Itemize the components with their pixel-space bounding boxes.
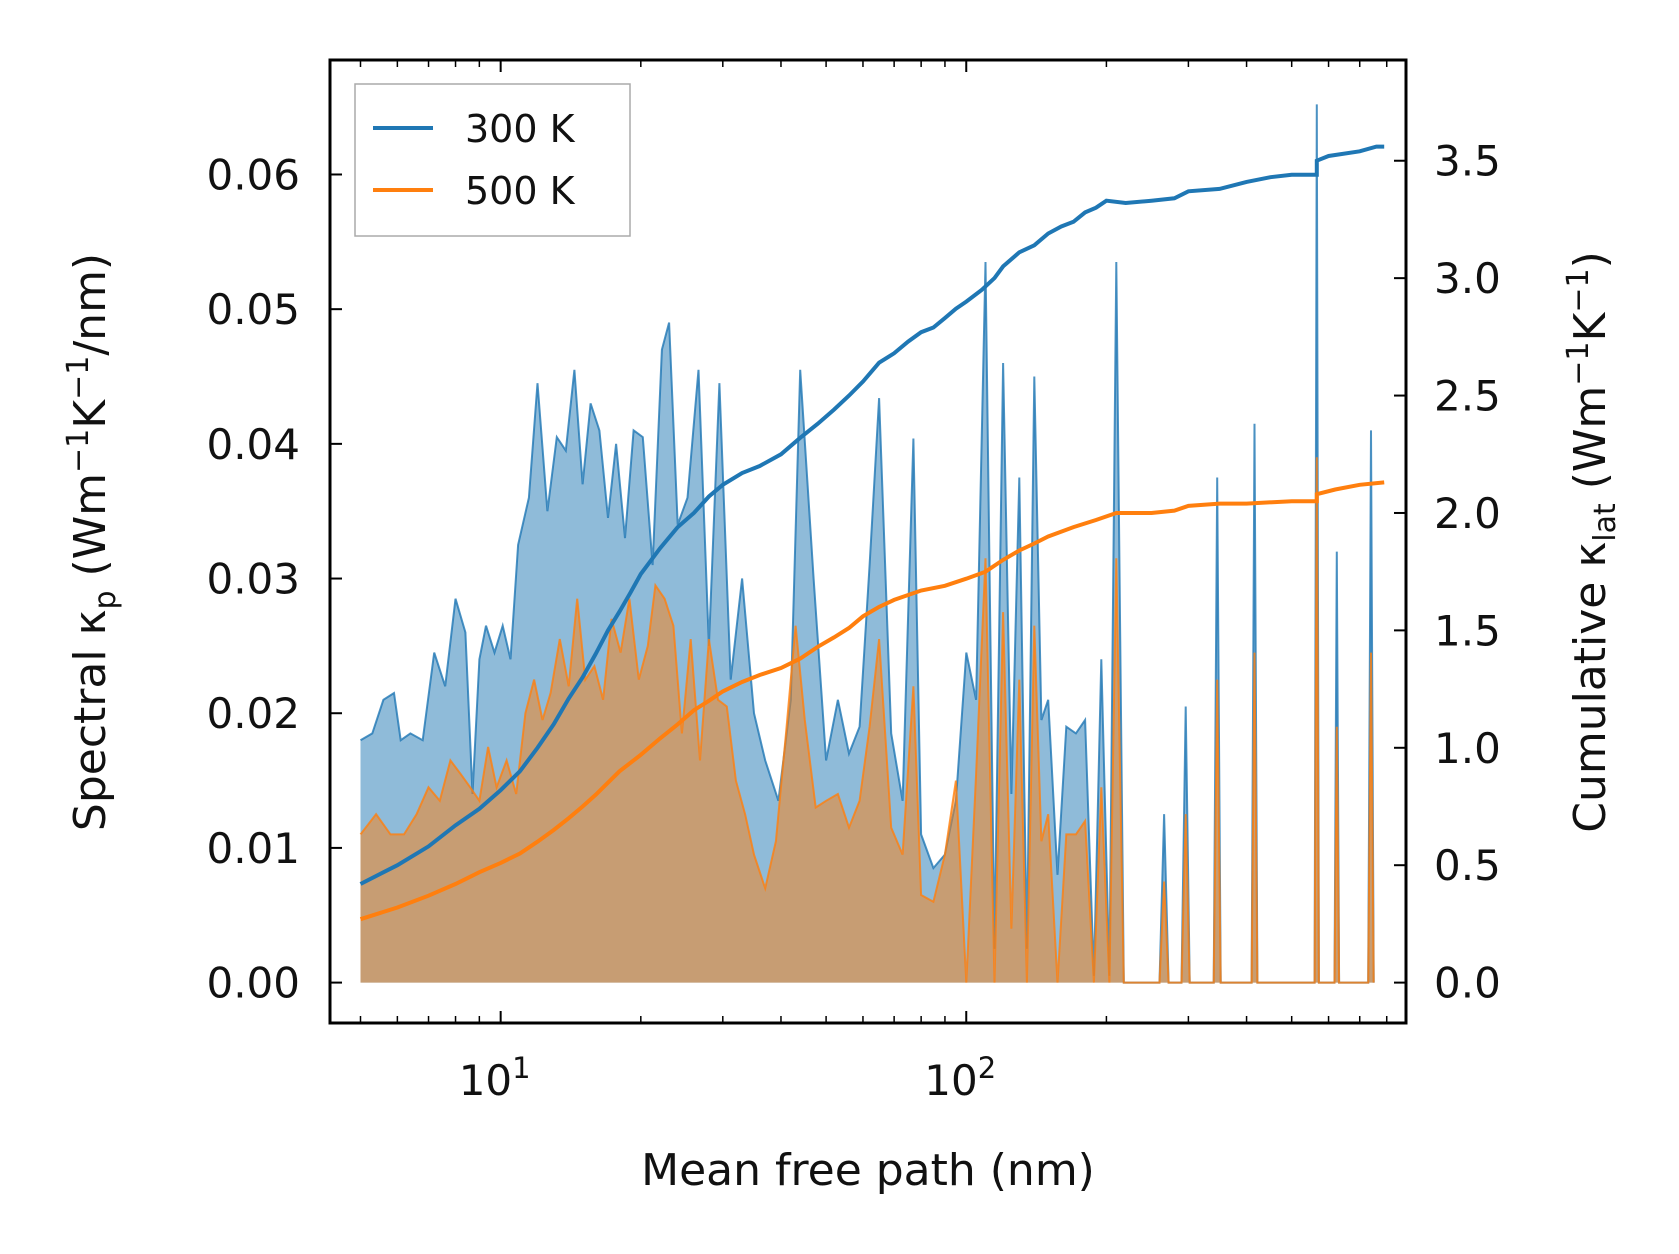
y-right-tick-label: 0.5 <box>1434 841 1501 890</box>
legend-box <box>354 83 631 237</box>
data-lines <box>359 144 1385 922</box>
spectral-area-500k <box>360 457 1374 983</box>
cumulative-line-500k <box>359 480 1385 922</box>
y-axis-label-left: Spectral κp (Wm−1K−1/nm) <box>61 253 123 831</box>
y-right-tick-label: 3.5 <box>1434 137 1501 186</box>
y-right-tick-label: 1.0 <box>1434 724 1501 773</box>
y-right-tick-label: 0.0 <box>1434 959 1501 1008</box>
legend: 300 K 500 K <box>354 83 631 237</box>
y-right-tick-label: 2.0 <box>1434 489 1501 538</box>
y-left-tick-label: 0.01 <box>206 824 300 873</box>
y-left-tick-label: 0.03 <box>206 555 300 604</box>
y-left-tick-label: 0.02 <box>206 689 300 738</box>
y-left-tick-label: 0.00 <box>206 959 300 1008</box>
x-tick-label: 101 <box>459 1051 531 1105</box>
cumulative-line-300k <box>359 144 1385 886</box>
y-right-tick-label: 1.5 <box>1434 606 1501 655</box>
legend-label-500k: 500 K <box>465 169 576 213</box>
y-left-tick-label: 0.05 <box>206 285 300 334</box>
y-left-tick-label: 0.04 <box>206 420 300 469</box>
spectral-area-fills <box>359 104 1375 984</box>
spectral-line-500k <box>359 457 1375 984</box>
legend-label-300k: 300 K <box>465 107 576 151</box>
x-tick-label: 102 <box>924 1051 996 1105</box>
plot-frame <box>328 58 1408 1025</box>
y-axis-label-right: Cumulative κlat (Wm−1K−1) <box>1561 251 1623 833</box>
x-axis-label: Mean free path (nm) <box>641 1145 1095 1196</box>
y-right-tick-label: 2.5 <box>1434 372 1501 421</box>
y-right-tick-label: 3.0 <box>1434 254 1501 303</box>
y-left-tick-label: 0.06 <box>206 150 300 199</box>
